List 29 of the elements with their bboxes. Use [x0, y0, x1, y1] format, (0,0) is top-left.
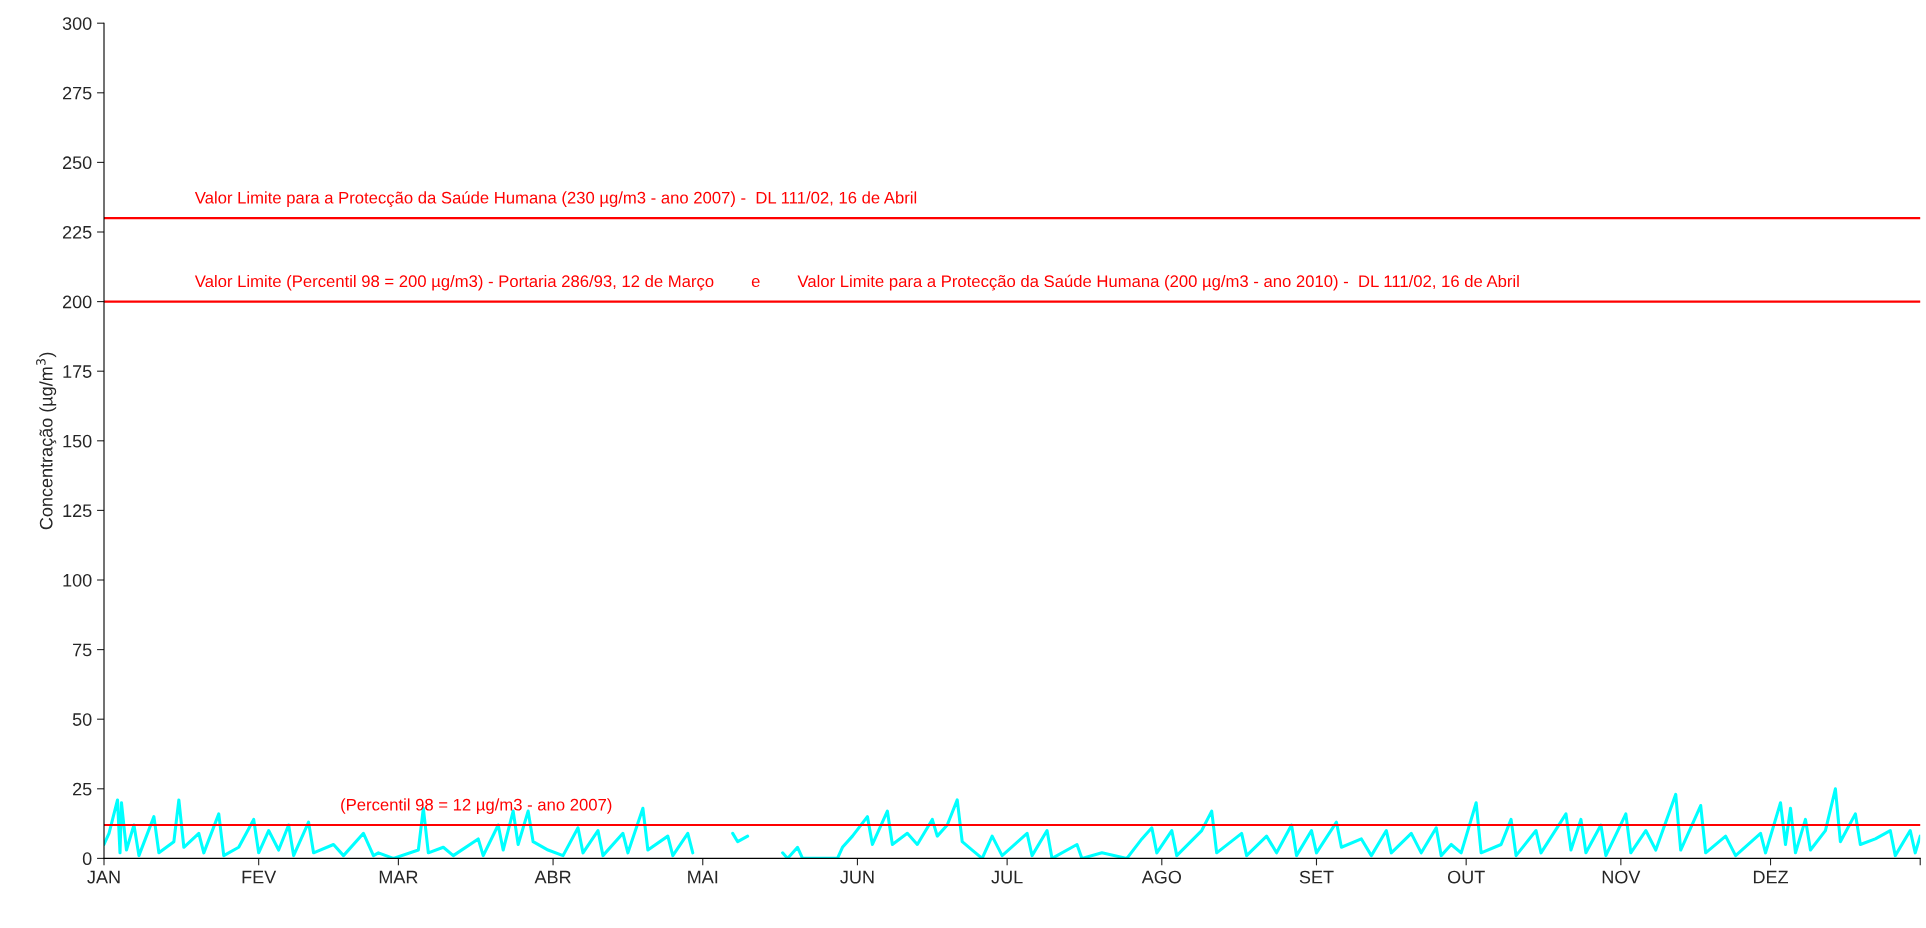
- x-tick-label: ABR: [534, 870, 571, 884]
- ref-line-label: Valor Limite para a Protecção da Saúde Humana (230 µg/m3 - ano 2007) - DL 111/02, 16 de Abril: [194, 191, 917, 207]
- y-tick-label: 300: [62, 17, 92, 30]
- y-tick-label: 250: [62, 156, 92, 170]
- x-tick-label: SET: [1299, 870, 1334, 884]
- y-tick-label: 200: [62, 295, 92, 309]
- y-tick-label: 150: [63, 434, 92, 448]
- ref-line-label: (Percentil 98 = 12 µg/m3 - ano 2007): [341, 798, 612, 814]
- x-tick-label: MAI: [688, 870, 718, 884]
- x-tick-label: NOV: [1602, 870, 1641, 884]
- x-tick-label: AGO: [1141, 870, 1181, 884]
- x-tick-label: FEV: [242, 870, 277, 884]
- x-tick-label: OUT: [1447, 870, 1485, 884]
- y-tick-label: 275: [62, 86, 92, 100]
- ref-line-label: Valor Limite (Percentil 98 = 200 µg/m3) - Portaria 286/93, 12 de Março e Valor Limite para a Protecção da Saúde Humana (200 µg/m3 - ano 2010) - DL 111/02, 16 de Abril: [194, 274, 1519, 291]
- y-tick-label: 125: [63, 504, 92, 518]
- x-tick-label: JUL: [991, 870, 1023, 884]
- y-tick-label: 100: [63, 573, 92, 587]
- y-tick-label: 75: [73, 643, 92, 657]
- y-tick-label: 175: [63, 365, 92, 378]
- x-tick-label: MAR: [379, 870, 418, 884]
- x-tick-label: JAN: [87, 870, 120, 884]
- x-tick-label: JUN: [840, 870, 874, 884]
- y-tick-label: 50: [72, 713, 92, 726]
- y-axis-title: Concentração (µg/m$^{3}$): [36, 352, 57, 530]
- x-tick-label: DEZ: [1753, 870, 1789, 884]
- y-tick-label: 225: [62, 225, 92, 239]
- y-tick-label: 25: [73, 782, 92, 796]
- y-tick-label: 0: [82, 852, 92, 866]
